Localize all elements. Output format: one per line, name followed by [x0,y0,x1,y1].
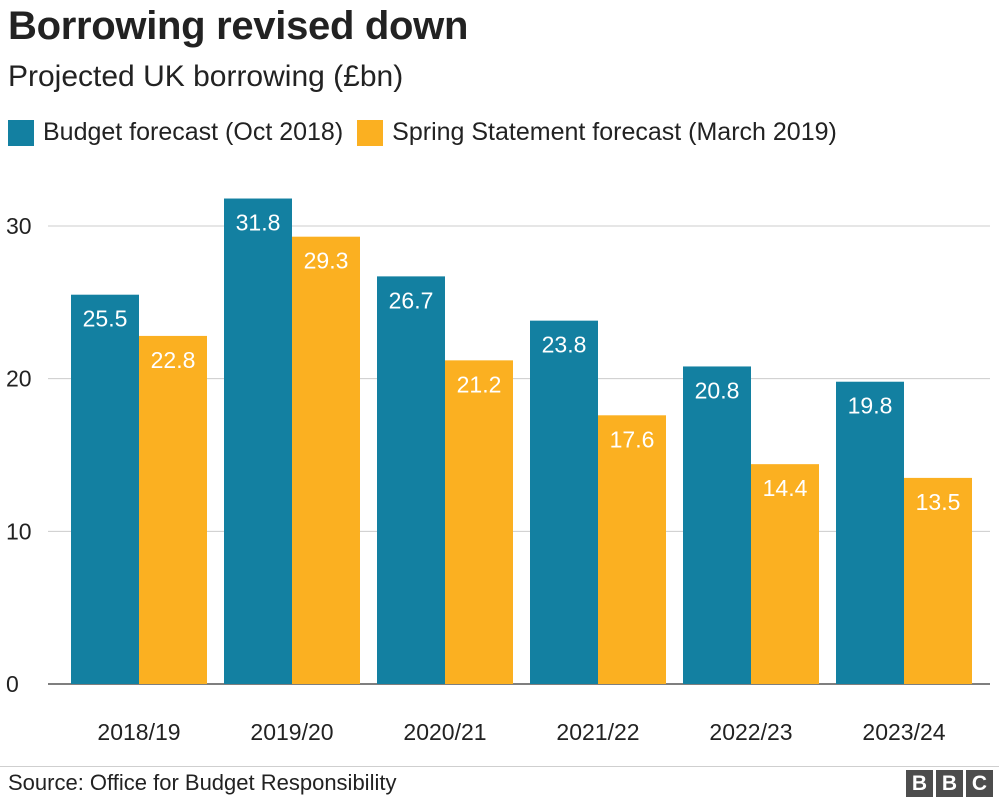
legend-item-budget: Budget forecast (Oct 2018) [8,118,343,147]
x-tick-label: 2019/20 [250,719,333,745]
legend-item-spring: Spring Statement forecast (March 2019) [357,118,837,147]
bar [683,366,751,684]
data-label: 23.8 [542,332,587,358]
bbc-logo-letter: B [906,770,933,797]
y-tick-label: 20 [6,366,32,392]
data-label: 31.8 [236,210,281,236]
x-tick-label: 2020/21 [403,719,486,745]
bar [445,360,513,684]
y-tick-label: 10 [6,518,32,544]
chart-subtitle: Projected UK borrowing (£bn) [8,60,404,93]
x-tick-label: 2022/23 [709,719,792,745]
x-tick-label: 2018/19 [97,719,180,745]
chart-title: Borrowing revised down [8,4,469,48]
footer-divider [0,766,999,767]
bar [139,335,207,684]
bar [377,276,445,684]
y-tick-label: 0 [6,671,19,697]
bar-chart: 0 10 20 30 25.5 22.8 2018/19 31.8 29.3 2019/20 26.… [6,198,990,745]
bar [224,198,292,684]
bar [751,464,819,684]
data-label: 17.6 [610,426,655,452]
legend-label-budget: Budget forecast (Oct 2018) [43,118,344,146]
x-tick-label: 2021/22 [556,719,639,745]
legend: Budget forecast (Oct 2018) Spring Statem… [8,118,851,147]
data-label: 22.8 [151,347,196,373]
y-tick-label: 30 [6,213,32,239]
x-tick-label: 2023/24 [862,719,945,745]
bar [904,477,972,684]
data-label: 26.7 [389,287,434,313]
data-label: 25.5 [83,306,128,332]
data-label: 29.3 [304,248,349,274]
data-label: 14.4 [763,475,808,501]
data-label: 19.8 [848,393,893,419]
legend-label-spring: Spring Statement forecast (March 2019) [392,118,837,146]
bbc-logo-letter: B [936,770,963,797]
bar [71,294,139,684]
source-note: Source: Office for Budget Responsibility [8,770,397,795]
data-label: 21.2 [457,371,502,397]
bbc-logo: B B C [906,770,993,797]
bar [836,381,904,684]
bar [292,236,360,685]
data-label: 13.5 [916,489,961,515]
bar [598,415,666,684]
legend-swatch-budget [8,119,34,146]
bar [530,320,598,684]
data-label: 20.8 [695,377,740,403]
legend-swatch-spring [357,119,384,146]
bbc-logo-letter: C [966,770,993,797]
